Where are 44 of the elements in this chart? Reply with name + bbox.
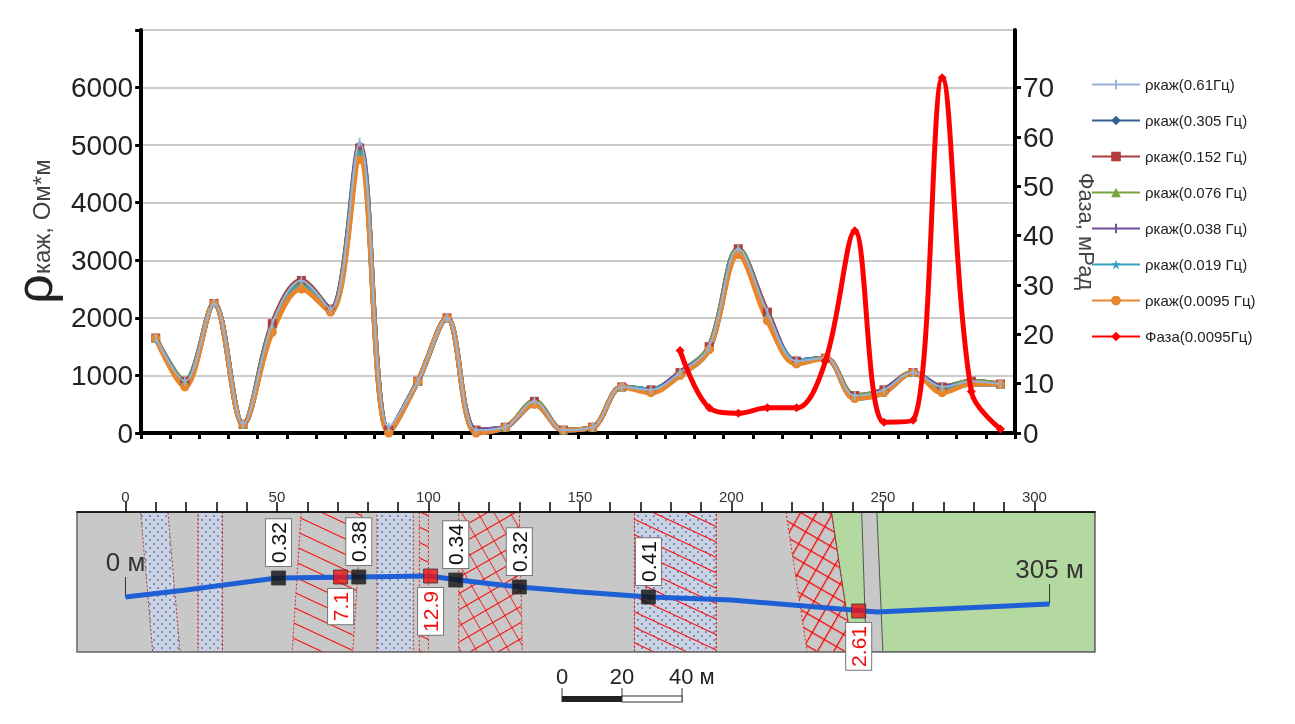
text: 40 м bbox=[669, 664, 715, 690]
legend-label: ρкаж(0.019 Гц) bbox=[1145, 256, 1248, 273]
annotation: 0.34 bbox=[444, 523, 468, 565]
y2-tick-label: 30 bbox=[1023, 269, 1055, 301]
y2-tick-label: 0 bbox=[1023, 417, 1039, 449]
annotation: 0.32 bbox=[507, 531, 531, 572]
annotation: 0 м bbox=[105, 547, 146, 577]
text: 20 bbox=[609, 664, 635, 690]
y-tick-label: 3000 bbox=[70, 244, 134, 276]
y2-tick-label: 20 bbox=[1023, 318, 1055, 350]
x-tick-label: 200 bbox=[718, 488, 744, 505]
y2-tick-label: 70 bbox=[1023, 72, 1055, 104]
x-tick-label: 50 bbox=[268, 488, 286, 505]
y-tick-label: 4000 bbox=[70, 187, 134, 219]
y2-tick-label: 40 bbox=[1023, 220, 1055, 252]
legend-label: ρкаж(0.038 Гц) bbox=[1145, 220, 1248, 237]
y-tick-label: 6000 bbox=[70, 72, 134, 104]
y-tick-label: 1000 bbox=[70, 359, 134, 391]
annotation: 0.41 bbox=[636, 541, 660, 582]
y2-tick-label: 50 bbox=[1023, 170, 1055, 202]
text: 0 bbox=[555, 664, 569, 690]
legend-label: ρкаж(0.305 Гц) bbox=[1145, 112, 1248, 129]
x-tick-label: 150 bbox=[567, 488, 593, 505]
annotation: 0.38 bbox=[347, 521, 371, 562]
y-tick-label: 2000 bbox=[70, 302, 134, 334]
annotation: 2.61 bbox=[847, 626, 871, 667]
x-tick-label: 100 bbox=[415, 488, 441, 505]
annotation: 0.32 bbox=[266, 522, 290, 563]
y-axis-title: ρкаж, Ом*м bbox=[5, 159, 63, 304]
y2-tick-label: 10 bbox=[1023, 368, 1055, 400]
y-tick-label: 0 bbox=[117, 417, 134, 449]
y2-tick-label: 60 bbox=[1023, 121, 1055, 153]
legend-label: Фаза(0.0095Гц) bbox=[1145, 328, 1253, 345]
x-tick-label: 300 bbox=[1021, 488, 1047, 505]
y2-axis-title: Фаза, мРад bbox=[1073, 172, 1099, 291]
y-tick-label: 5000 bbox=[70, 129, 134, 161]
legend-label: ρкаж(0.152 Гц) bbox=[1145, 148, 1248, 165]
annotation: 12.9 bbox=[419, 591, 443, 632]
legend-label: ρкаж(0.0095 Гц) bbox=[1145, 292, 1256, 309]
annotation: 305 м bbox=[1015, 554, 1084, 584]
legend-label: ρкаж(0.076 Гц) bbox=[1145, 184, 1248, 201]
x-tick-label: 250 bbox=[870, 488, 896, 505]
legend-label: ρкаж(0.61Гц) bbox=[1145, 76, 1235, 93]
annotation: 7.1 bbox=[329, 592, 353, 622]
